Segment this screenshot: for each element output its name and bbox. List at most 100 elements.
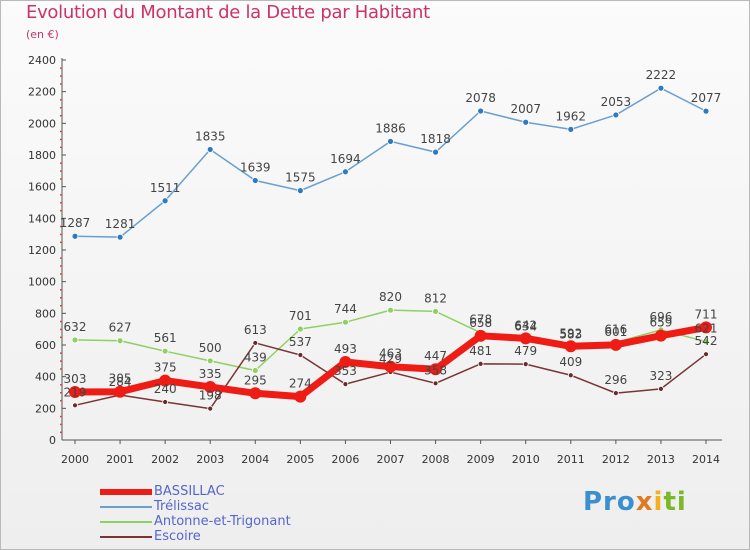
data-label: 616 [604,322,627,336]
data-label: 542 [695,334,718,348]
data-point [477,107,485,115]
data-label: 561 [154,331,177,345]
y-minor-tick [60,225,62,228]
logo-part-4: ti [663,487,687,517]
data-label: 219 [64,385,87,399]
y-minor-tick [60,320,62,323]
x-tick-label: 2006 [331,453,359,466]
y-tick-label: 1000 [28,276,56,289]
y-tick-label: 600 [35,339,56,352]
data-point [114,385,127,398]
x-tick-label: 2008 [422,453,450,466]
data-label: 2222 [646,68,677,82]
y-minor-tick [60,233,62,236]
x-tick-label: 2000 [61,453,89,466]
data-label: 1511 [150,181,181,195]
data-point [161,347,169,355]
data-label: 296 [604,373,627,387]
data-label: 632 [64,320,87,334]
data-point [564,340,577,353]
y-minor-tick [60,107,62,109]
data-label: 711 [695,307,718,321]
y-minor-tick [60,114,62,117]
data-point [342,318,349,326]
data-point [432,380,439,387]
data-label: 463 [379,347,402,361]
data-label: 409 [559,355,582,369]
x-tick-label: 2004 [241,453,269,466]
chart-title: Evolution du Montant de la Dette par Hab… [26,2,430,23]
y-tick-label: 800 [35,307,56,320]
legend-swatch-trelissac [100,506,152,508]
y-tick-label: 1800 [28,149,56,162]
x-tick-label: 2011 [557,453,585,466]
data-point [703,351,709,358]
data-point [294,390,307,403]
data-label: 601 [604,325,627,339]
data-label: 1835 [195,129,226,143]
data-point [609,338,622,351]
data-label: 198 [199,389,222,403]
y-minor-tick [60,336,62,339]
legend-swatch-bassillac [100,489,152,495]
y-minor-tick [60,170,62,172]
data-label: 1694 [330,152,361,166]
data-point [342,168,349,176]
x-tick-label: 2007 [377,453,405,466]
data-label: 439 [244,350,267,364]
data-label: 323 [649,369,672,383]
data-label: 613 [244,323,267,337]
y-minor-tick [60,67,62,69]
data-label: 1886 [375,121,406,135]
data-point [296,325,304,333]
data-point [71,232,79,240]
data-point [159,374,172,387]
data-label: 1575 [285,171,316,185]
x-tick-label: 2010 [512,453,540,466]
data-point [612,390,619,397]
legend-swatch-escoire [100,536,152,538]
data-label: 295 [244,373,267,387]
data-label: 358 [424,363,447,377]
y-minor-tick [60,257,62,259]
data-label: 479 [514,344,537,358]
x-tick-label: 2009 [467,453,495,466]
data-label: 2053 [601,95,632,109]
data-label: 2078 [465,91,496,105]
data-label: 500 [199,341,222,355]
data-label: 642 [514,318,537,332]
x-tick-label: 2014 [692,453,720,466]
y-tick-label: 2400 [28,54,56,67]
y-tick-label: 2200 [28,86,56,99]
data-point [654,329,667,342]
x-tick-label: 2005 [286,453,314,466]
y-minor-tick [60,202,62,204]
data-point [702,107,710,115]
data-point [522,361,529,368]
logo-part-2: x [635,487,654,517]
y-minor-tick [60,297,62,299]
data-point [432,308,439,315]
data-label: 240 [154,382,177,396]
data-point [339,355,352,368]
y-tick-label: 2000 [28,117,56,130]
data-label: 592 [559,326,582,340]
y-minor-tick [60,352,62,354]
y-minor-tick [60,392,62,394]
y-tick-label: 1200 [28,244,56,257]
data-point [251,177,259,184]
y-minor-tick [60,360,62,362]
data-label: 1818 [420,132,451,146]
data-label: 634 [514,320,537,334]
data-point [69,386,81,399]
logo-part-3: i [653,487,664,517]
data-point [522,118,530,126]
data-point [204,380,217,393]
data-point [387,306,394,314]
data-point [567,372,574,379]
data-label: 335 [199,367,222,381]
data-label: 1281 [105,217,136,231]
y-tick-label: 1600 [28,181,56,194]
